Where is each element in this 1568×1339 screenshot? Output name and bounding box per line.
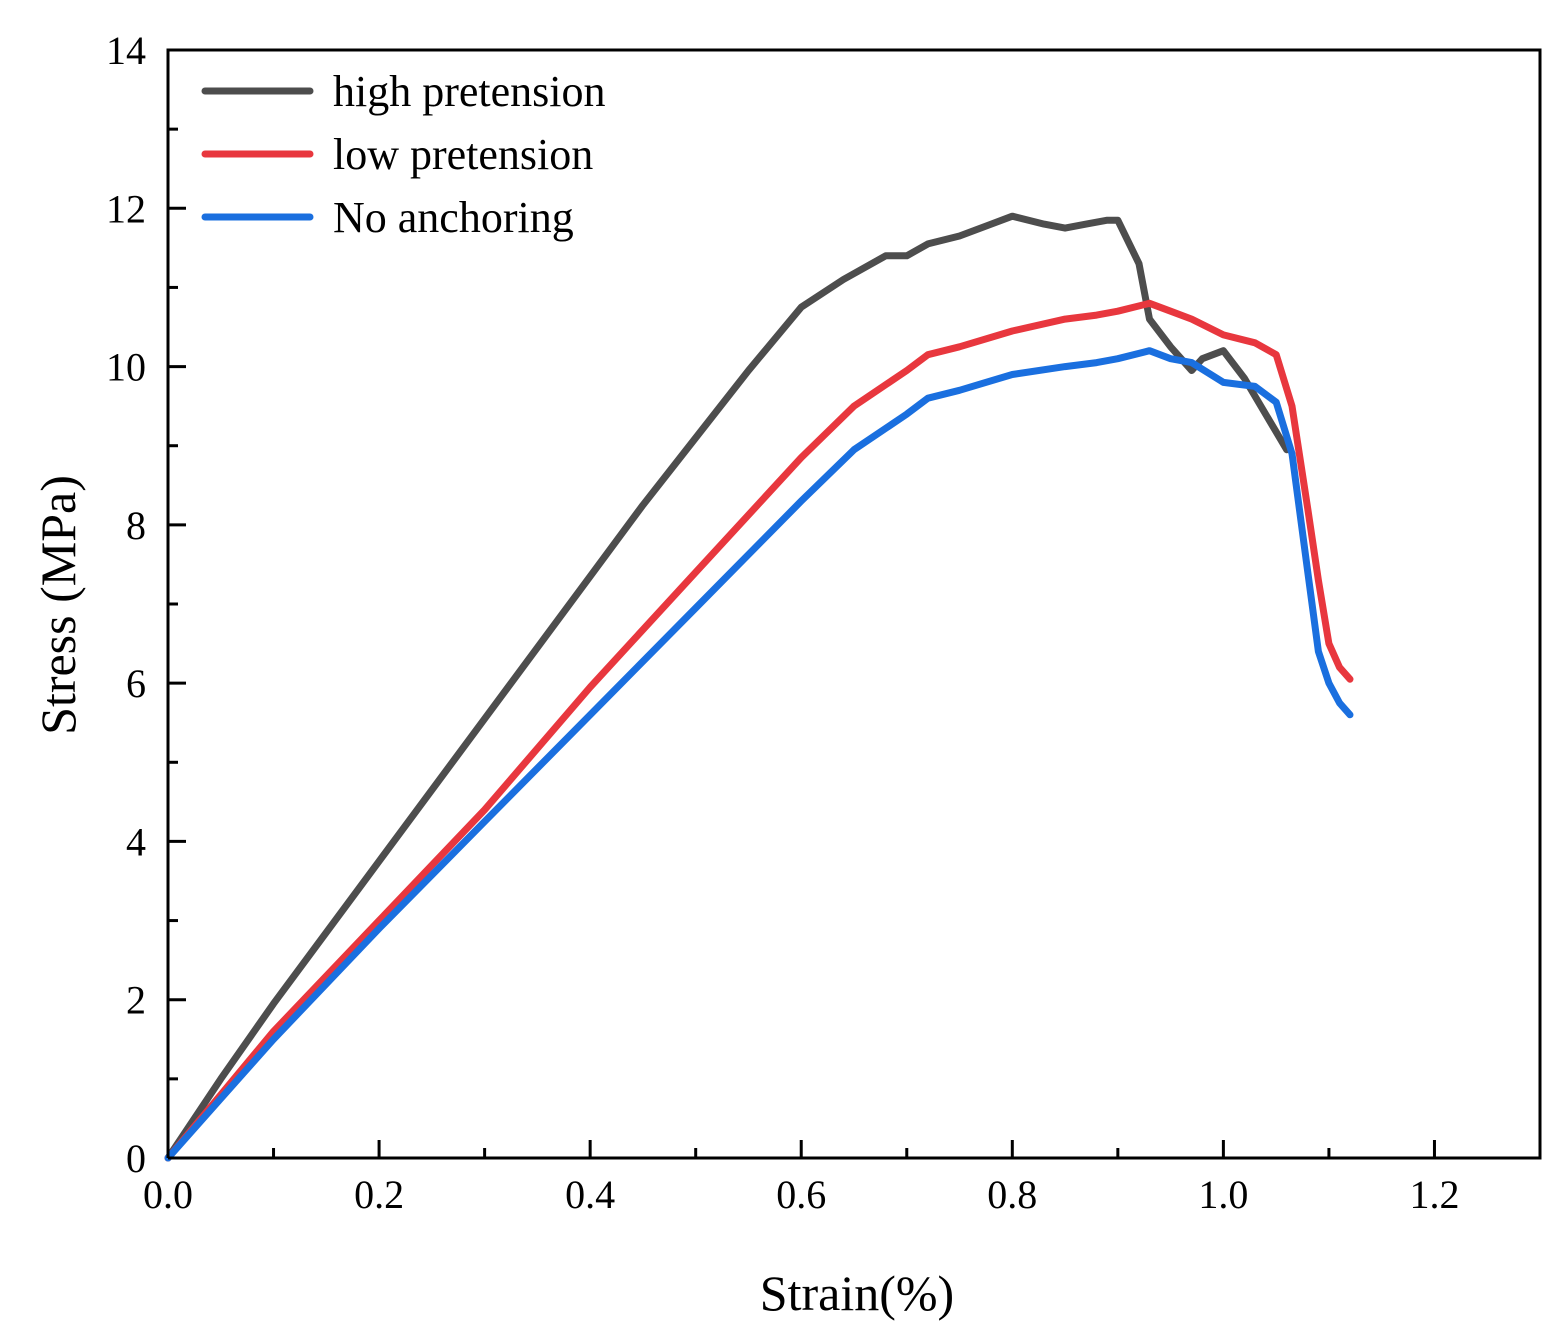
x-tick-label: 1.2 xyxy=(1409,1172,1459,1217)
x-axis-ticks: 0.0 0.2 0.4 0.6 0.8 1.0 1.2 xyxy=(143,1140,1459,1217)
series-layer xyxy=(164,212,1354,1162)
y-tick-label: 0 xyxy=(126,1136,146,1181)
x-axis-title: Strain(%) xyxy=(760,1265,954,1321)
y-tick-label: 6 xyxy=(126,661,146,706)
series-line-low-pretension xyxy=(164,299,1354,1162)
x-tick-label: 0.2 xyxy=(354,1172,404,1217)
legend-item: No anchoring xyxy=(201,193,574,242)
y-tick-label: 12 xyxy=(106,186,146,231)
y-tick-label: 8 xyxy=(126,503,146,548)
series-line-high-pretension xyxy=(164,212,1291,1162)
x-tick-label: 0.4 xyxy=(565,1172,615,1217)
legend-item: low pretension xyxy=(201,130,593,179)
y-tick-label: 10 xyxy=(106,345,146,390)
legend: high pretension low pretension No anchorin… xyxy=(201,67,606,242)
legend-item: high pretension xyxy=(201,67,606,116)
x-tick-label: 0.6 xyxy=(776,1172,826,1217)
y-axis-title: Stress (MPa) xyxy=(30,475,86,735)
x-tick-label: 1.0 xyxy=(1198,1172,1248,1217)
x-tick-label: 0.8 xyxy=(987,1172,1037,1217)
y-tick-label: 2 xyxy=(126,978,146,1023)
x-tick-label: 0.0 xyxy=(143,1172,193,1217)
legend-label: high pretension xyxy=(333,67,606,116)
legend-label: low pretension xyxy=(333,130,593,179)
legend-label: No anchoring xyxy=(333,193,574,242)
y-tick-label: 14 xyxy=(106,28,146,73)
y-tick-label: 4 xyxy=(126,819,146,864)
y-axis-ticks: 0 2 4 6 8 10 12 14 xyxy=(106,28,186,1181)
series-line-no-anchoring xyxy=(164,347,1354,1162)
